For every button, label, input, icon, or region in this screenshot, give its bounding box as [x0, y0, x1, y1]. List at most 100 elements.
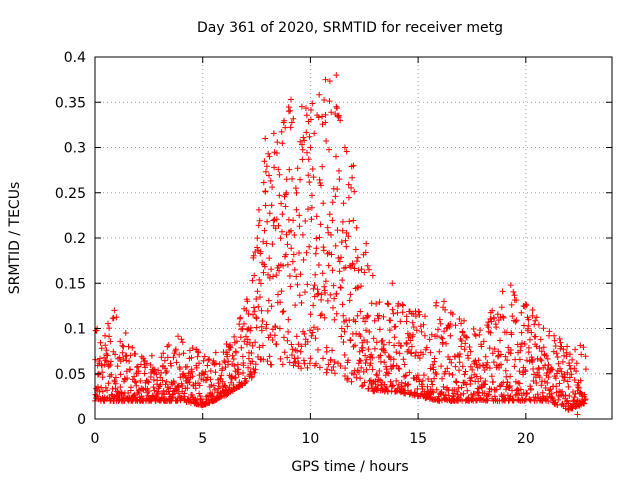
data-point [248, 373, 255, 380]
x-tick-label: 15 [409, 431, 427, 447]
data-point [256, 344, 263, 351]
data-point [328, 251, 335, 258]
data-point [446, 356, 453, 363]
data-point [441, 298, 447, 305]
data-point [246, 339, 253, 346]
data-point [245, 355, 252, 362]
data-point [262, 135, 269, 142]
data-point [163, 378, 170, 385]
data-point [540, 325, 547, 332]
data-point [555, 360, 562, 367]
data-point [158, 354, 165, 361]
data-point [266, 255, 273, 262]
data-point [164, 354, 171, 361]
data-point [420, 351, 427, 358]
data-point [327, 357, 334, 364]
data-point [475, 357, 482, 364]
data-point [294, 355, 301, 361]
data-point [289, 346, 296, 353]
data-point [348, 378, 355, 385]
data-point [506, 383, 513, 389]
data-point [179, 382, 186, 389]
data-point [259, 342, 266, 349]
data-point [337, 117, 344, 124]
data-point [408, 343, 415, 350]
data-point [161, 357, 168, 364]
data-point [302, 218, 309, 224]
data-point [312, 271, 319, 278]
data-point [108, 358, 114, 365]
data-point [112, 380, 119, 387]
data-point [401, 389, 408, 396]
data-point [238, 344, 245, 351]
data-point [314, 326, 321, 333]
data-point [356, 348, 363, 355]
data-point [99, 369, 106, 376]
data-point [513, 297, 520, 304]
data-point [343, 229, 350, 236]
data-point [235, 371, 242, 378]
data-point [352, 318, 359, 325]
data-point [374, 372, 381, 379]
data-point [303, 249, 310, 256]
data-point [322, 119, 329, 126]
data-point [116, 354, 123, 361]
data-point [257, 280, 264, 287]
data-point [279, 211, 286, 218]
data-point [472, 332, 479, 339]
data-point [528, 329, 535, 336]
data-point [322, 289, 329, 296]
data-point [244, 341, 250, 348]
data-point [521, 341, 528, 347]
data-point [293, 333, 300, 340]
data-point [170, 394, 177, 400]
data-point [305, 172, 312, 179]
data-point [274, 139, 281, 146]
data-point [184, 363, 191, 370]
data-point [281, 117, 288, 124]
data-point [440, 383, 447, 390]
data-point [560, 346, 567, 353]
data-point [497, 337, 503, 344]
data-point [255, 303, 262, 310]
data-point [175, 333, 181, 340]
data-point [294, 347, 301, 354]
data-point [369, 354, 376, 361]
data-point [300, 256, 307, 263]
data-point [534, 391, 541, 398]
data-point [476, 331, 483, 338]
data-point [486, 345, 493, 352]
data-point [326, 98, 333, 105]
data-point [307, 144, 314, 151]
data-point [345, 233, 352, 240]
data-point [304, 338, 311, 345]
data-point [298, 343, 305, 350]
data-point [196, 382, 203, 389]
data-point [171, 380, 178, 386]
data-point [580, 344, 587, 351]
data-point [408, 350, 415, 357]
data-point [275, 222, 282, 229]
data-point [529, 307, 536, 313]
data-point [518, 309, 525, 316]
data-point [102, 357, 109, 364]
data-point [377, 352, 384, 359]
data-point [174, 397, 181, 404]
data-point [112, 374, 119, 381]
data-point [433, 371, 440, 378]
data-point [399, 301, 406, 308]
data-point [177, 366, 183, 372]
data-point [557, 339, 564, 346]
data-point [279, 309, 286, 315]
data-point [458, 337, 465, 344]
data-point [294, 281, 301, 288]
data-point [198, 376, 205, 382]
data-point [363, 240, 370, 247]
data-point [157, 381, 164, 388]
data-point [329, 199, 336, 206]
data-point [365, 346, 372, 353]
data-point [564, 343, 571, 350]
data-point [357, 308, 364, 315]
data-point [484, 359, 491, 366]
data-point [544, 379, 551, 386]
